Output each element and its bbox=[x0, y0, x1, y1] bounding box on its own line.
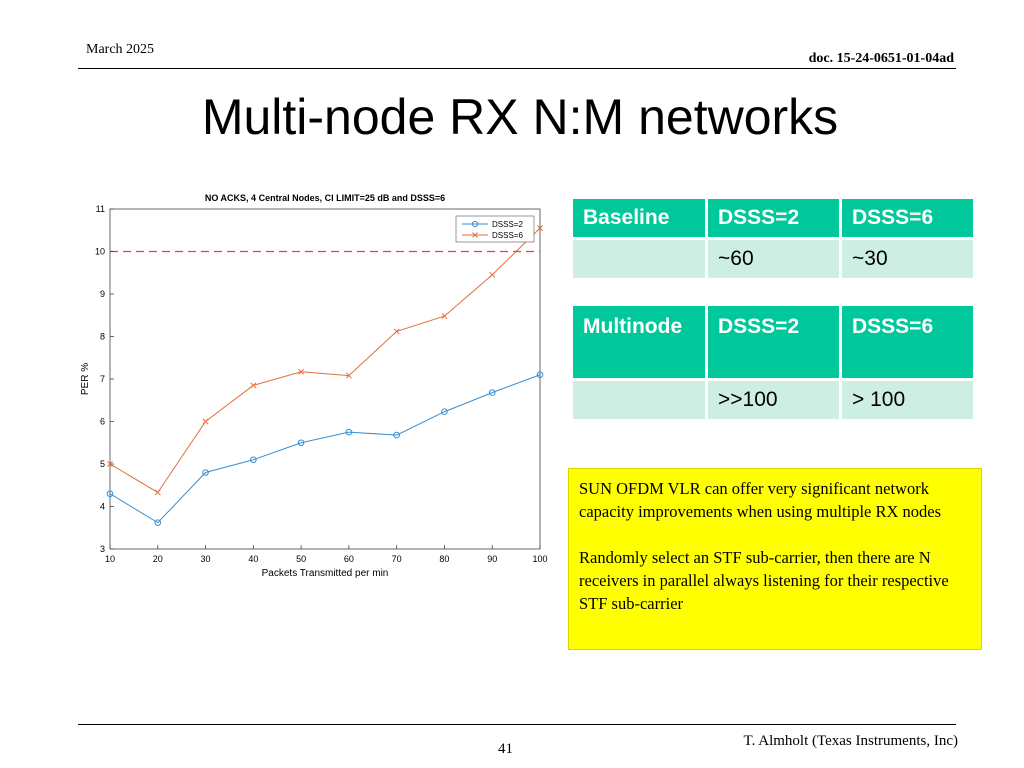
baseline-value-dsss2: ~60 bbox=[708, 240, 839, 278]
page-number: 41 bbox=[498, 741, 513, 757]
series-line-dsss2 bbox=[109, 374, 541, 524]
footer-divider bbox=[78, 724, 956, 725]
data-point bbox=[393, 431, 400, 439]
baseline-header-cell: Baseline bbox=[573, 199, 705, 237]
y-tick-label: 10 bbox=[95, 247, 105, 257]
x-tick-label: 80 bbox=[439, 554, 449, 564]
data-point bbox=[202, 469, 209, 476]
baseline-row-label bbox=[573, 240, 705, 278]
multinode-row-label bbox=[573, 381, 705, 419]
per-chart: NO ACKS, 4 Central Nodes, CI LIMIT=25 dB… bbox=[75, 185, 555, 585]
multinode-header-dsss6: DSSS=6 bbox=[842, 306, 973, 378]
note-paragraph-1: SUN OFDM VLR can offer very significant … bbox=[579, 479, 942, 521]
x-tick-label: 100 bbox=[532, 554, 547, 564]
data-point bbox=[536, 371, 544, 379]
legend-label-dsss6: DSSS=6 bbox=[492, 231, 523, 240]
data-point bbox=[297, 439, 305, 447]
x-tick-label: 90 bbox=[487, 554, 497, 564]
x-tick-label: 30 bbox=[201, 554, 211, 564]
note-paragraph-2: Randomly select an STF sub-carrier, then… bbox=[579, 548, 949, 613]
baseline-header-dsss6: DSSS=6 bbox=[842, 199, 973, 237]
chart-legend: DSSS=2 DSSS=6 bbox=[455, 215, 535, 243]
y-tick-label: 11 bbox=[96, 204, 105, 214]
data-point bbox=[154, 489, 161, 496]
axis-ticks: 10 20 30 40 50 60 70 80 90 100 3 4 5 6 7 8 9 10 11 bbox=[95, 204, 548, 564]
header-doc-id: doc. 15-24-0651-01-04ad bbox=[808, 51, 954, 66]
header-divider bbox=[78, 68, 956, 69]
legend-marker-dsss2 bbox=[471, 220, 479, 228]
slide-title: Multi-node RX N:M networks bbox=[201, 89, 839, 145]
data-point bbox=[107, 461, 113, 467]
y-tick-label: 6 bbox=[100, 417, 105, 427]
baseline-header-dsss2: DSSS=2 bbox=[708, 199, 839, 237]
series-line-dsss6 bbox=[109, 227, 541, 494]
data-point bbox=[489, 271, 496, 278]
footer-author: T. Almholt (Texas Instruments, Inc) bbox=[743, 733, 958, 749]
multinode-value-dsss6: > 100 bbox=[842, 381, 973, 419]
per-chart-svg: NO ACKS, 4 Central Nodes, CI LIMIT=25 dB… bbox=[80, 193, 548, 579]
data-point bbox=[488, 389, 496, 396]
multinode-header-cell: Multinode bbox=[573, 306, 705, 378]
highlight-note-box: SUN OFDM VLR can offer very significant … bbox=[568, 468, 982, 650]
data-point bbox=[441, 313, 448, 320]
legend-marker-dsss6 bbox=[472, 232, 478, 238]
y-tick-label: 7 bbox=[100, 374, 105, 384]
multinode-table: Multinode DSSS=2 DSSS=6 >>100 > 100 bbox=[570, 303, 976, 422]
data-point bbox=[345, 372, 352, 379]
x-tick-label: 40 bbox=[248, 554, 258, 564]
data-point bbox=[441, 408, 448, 416]
legend-label-dsss2: DSSS=2 bbox=[492, 220, 523, 229]
y-tick-label: 4 bbox=[100, 502, 105, 512]
x-tick-label: 10 bbox=[105, 554, 115, 564]
x-axis-label: Packets Transmitted per min bbox=[262, 568, 389, 579]
data-point bbox=[250, 456, 257, 464]
header-date: March 2025 bbox=[86, 42, 155, 57]
data-point bbox=[537, 225, 543, 232]
data-point bbox=[250, 382, 257, 389]
plot-area-frame bbox=[109, 208, 541, 550]
y-tick-label: 3 bbox=[100, 544, 105, 554]
multinode-value-dsss2: >>100 bbox=[708, 381, 839, 419]
data-point bbox=[154, 519, 162, 526]
y-tick-label: 9 bbox=[100, 289, 105, 299]
series-group bbox=[106, 225, 544, 526]
x-tick-label: 20 bbox=[153, 554, 163, 564]
baseline-table: Baseline DSSS=2 DSSS=6 ~60 ~30 bbox=[570, 196, 976, 281]
y-tick-label: 5 bbox=[100, 459, 105, 469]
data-point bbox=[345, 428, 353, 436]
x-tick-label: 50 bbox=[296, 554, 306, 564]
x-tick-label: 70 bbox=[392, 554, 402, 564]
x-tick-label: 60 bbox=[344, 554, 354, 564]
baseline-value-dsss6: ~30 bbox=[842, 240, 973, 278]
data-point bbox=[298, 368, 305, 375]
data-point bbox=[393, 328, 400, 335]
legend-box bbox=[455, 215, 535, 243]
data-point bbox=[202, 418, 209, 425]
multinode-header-dsss2: DSSS=2 bbox=[708, 306, 839, 378]
chart-title: NO ACKS, 4 Central Nodes, CI LIMIT=25 dB… bbox=[205, 193, 445, 203]
data-point bbox=[106, 490, 114, 498]
y-axis-label: PER % bbox=[80, 363, 91, 395]
y-tick-label: 8 bbox=[100, 332, 105, 342]
